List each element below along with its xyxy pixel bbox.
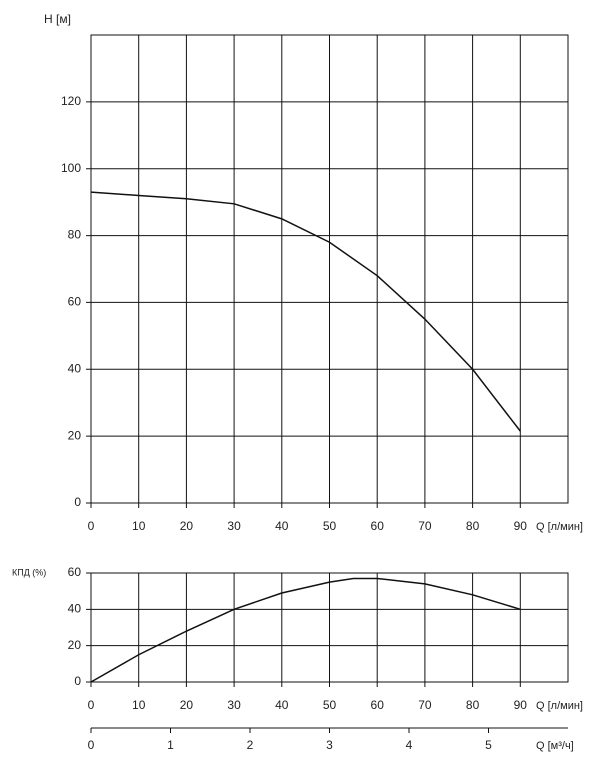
x-tick-label: 80 xyxy=(466,519,480,533)
x-tick-label: 30 xyxy=(227,519,241,533)
x-tick-label: 10 xyxy=(132,698,146,712)
x2-tick-label: 1 xyxy=(167,738,174,752)
y-axis-label: КПД (%) xyxy=(12,567,46,577)
data-line xyxy=(90,191,521,432)
y-tick-label: 0 xyxy=(74,495,81,509)
y-tick-label: 40 xyxy=(68,602,82,616)
x-tick-label: 40 xyxy=(275,519,289,533)
data-line xyxy=(90,577,521,683)
x2-tick-label: 2 xyxy=(247,738,254,752)
y-tick-label: 0 xyxy=(74,674,81,688)
x2-tick-label: 4 xyxy=(406,738,413,752)
y-tick-label: 40 xyxy=(68,361,82,375)
y-tick-label: 20 xyxy=(68,638,82,652)
y-axis-label: H [м] xyxy=(44,12,71,26)
y-tick-label: 20 xyxy=(68,428,82,442)
x-axis-label: Q [л/мин] xyxy=(536,700,583,712)
x-tick-label: 60 xyxy=(371,519,385,533)
x-tick-label: 40 xyxy=(275,698,289,712)
x-tick-label: 70 xyxy=(418,519,432,533)
x-tick-label: 20 xyxy=(180,698,194,712)
y-tick-label: 60 xyxy=(68,565,82,579)
x-tick-label: 30 xyxy=(227,698,241,712)
x2-tick-label: 0 xyxy=(88,738,95,752)
x-tick-label: 20 xyxy=(180,519,194,533)
x-tick-label: 80 xyxy=(466,698,480,712)
x-tick-label: 50 xyxy=(323,519,337,533)
x2-tick-label: 5 xyxy=(485,738,492,752)
x-tick-label: 50 xyxy=(323,698,337,712)
y-tick-label: 120 xyxy=(61,94,81,108)
x-tick-label: 90 xyxy=(514,698,528,712)
x-tick-label: 10 xyxy=(132,519,146,533)
x-tick-label: 90 xyxy=(514,519,528,533)
x-tick-label: 0 xyxy=(88,519,95,533)
x-tick-label: 0 xyxy=(88,698,95,712)
x-axis-label: Q [л/мин] xyxy=(536,521,583,533)
x-tick-label: 70 xyxy=(418,698,432,712)
x-tick-label: 60 xyxy=(371,698,385,712)
y-tick-label: 100 xyxy=(61,161,81,175)
x2-axis-label: Q [м³/ч] xyxy=(536,740,574,752)
y-tick-label: 60 xyxy=(68,295,82,309)
x2-tick-label: 3 xyxy=(326,738,333,752)
y-tick-label: 80 xyxy=(68,228,82,242)
